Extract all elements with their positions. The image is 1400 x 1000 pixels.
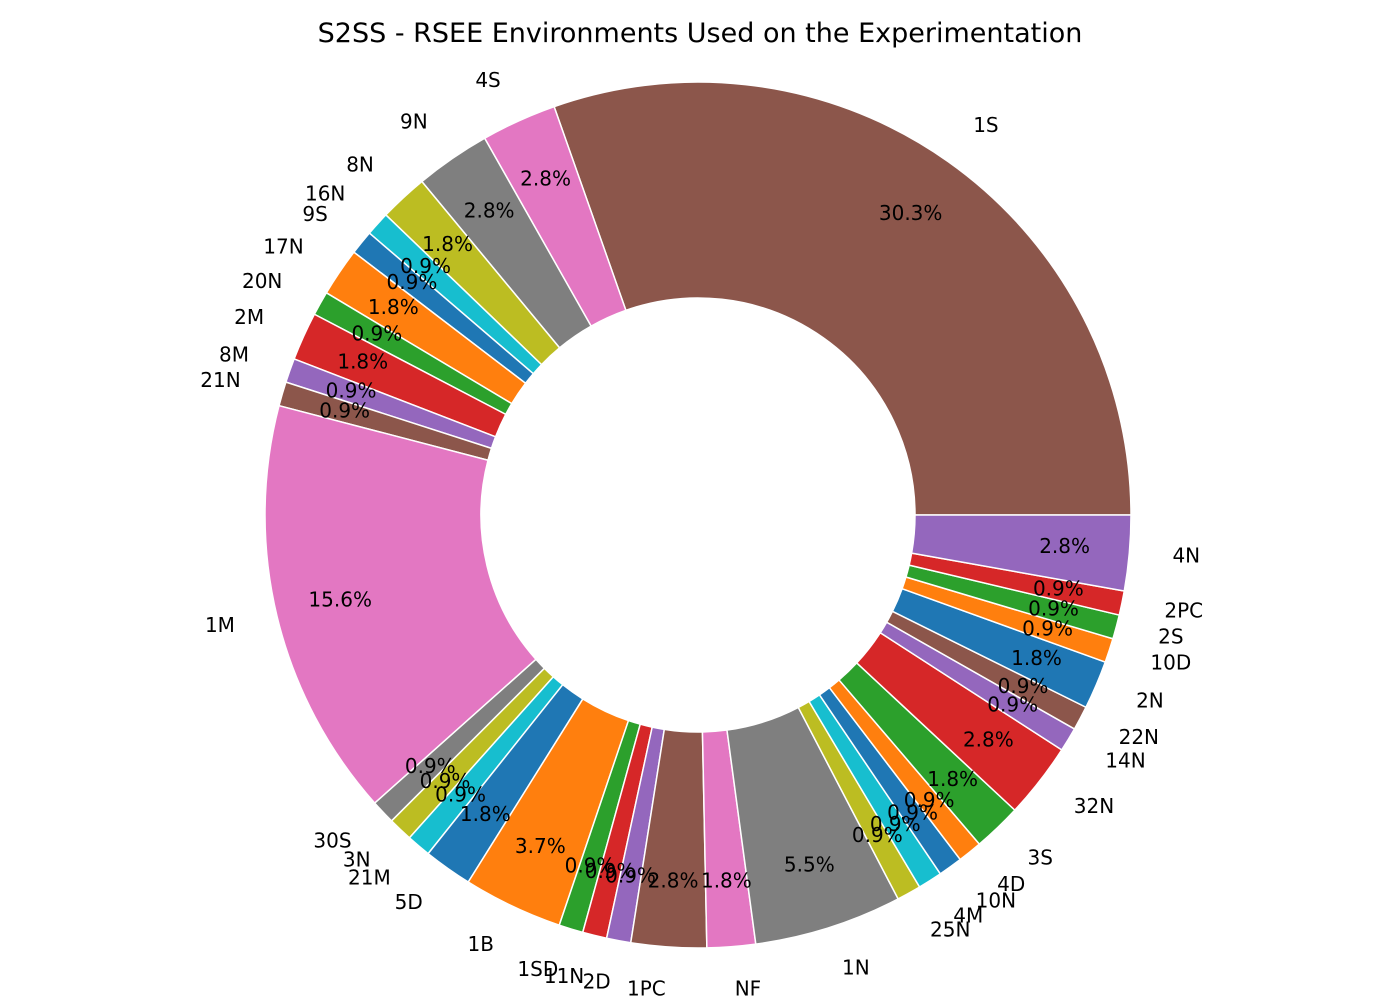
slice-percent-8m: 0.9% <box>326 379 377 403</box>
slice-label-10n: 10N <box>976 889 1016 913</box>
slice-label-1b: 1B <box>467 932 493 956</box>
slice-label-1sd: 1SD <box>517 957 558 981</box>
slice-percent-4n: 2.8% <box>1039 534 1090 558</box>
slice-percent-5d: 1.8% <box>460 802 511 826</box>
slice-percent-4d: 0.9% <box>904 788 955 812</box>
slice-label-2pc: 2PC <box>1164 598 1203 622</box>
slice-label-3s: 3S <box>1028 845 1053 869</box>
slice-percent-16n: 0.9% <box>400 254 451 278</box>
slice-label-14n: 14N <box>1105 748 1145 772</box>
slice-percent-1m: 15.6% <box>308 588 372 612</box>
slice-percent-8n: 1.8% <box>422 232 473 256</box>
slice-label-32n: 32N <box>1074 794 1114 818</box>
slice-percent-9n: 2.8% <box>464 198 515 222</box>
slice-label-10d: 10D <box>1150 651 1191 675</box>
slice-label-1pc: 1PC <box>627 977 666 1000</box>
slice-4n <box>910 514 1132 592</box>
slice-label-nf: NF <box>735 976 761 1000</box>
slice-percent-nf: 1.8% <box>701 868 752 892</box>
slice-label-17n: 17N <box>263 234 303 258</box>
slice-label-1m: 1M <box>205 613 235 637</box>
slice-1s <box>553 81 1132 516</box>
slice-percent-1b: 3.7% <box>515 834 566 858</box>
slice-label-11n: 11N <box>544 964 584 988</box>
slice-label-4d: 4D <box>997 872 1025 896</box>
slice-percent-10d: 0.9% <box>1022 617 1073 641</box>
slice-percent-2m: 1.8% <box>337 350 388 374</box>
slice-label-5d: 5D <box>395 890 423 914</box>
slice-percent-1n: 5.5% <box>784 852 835 876</box>
slice-percent-4s: 2.8% <box>520 166 571 190</box>
slice-label-25n: 25N <box>930 917 970 941</box>
donut-labels: 1S 30.3% 4S 2.8% 9N 2.8% 8N 1.8% 16N 0.9% 9S 0.9% 17… <box>200 68 1203 1000</box>
slice-label-3n: 3N <box>343 847 371 871</box>
slice-label-8m: 8M <box>219 343 249 367</box>
donut-wedges <box>264 81 1132 949</box>
chart-title: S2SS - RSEE Environments Used on the Exp… <box>317 18 1083 49</box>
slice-percent-2pc: 0.9% <box>1033 576 1084 600</box>
slice-label-21m: 21M <box>348 865 391 889</box>
slice-percent-3n: 0.9% <box>420 769 471 793</box>
slice-percent-32n: 2.8% <box>963 728 1014 752</box>
slice-percent-30s: 0.9% <box>405 754 456 778</box>
slice-label-1s: 1S <box>973 113 998 137</box>
slice-label-2n: 2N <box>1136 688 1164 712</box>
slice-label-30s: 30S <box>313 828 351 852</box>
slice-label-9n: 9N <box>400 109 428 133</box>
slice-label-21n: 21N <box>200 368 240 392</box>
slice-percent-2n: 1.8% <box>1011 646 1062 670</box>
slice-label-16n: 16N <box>305 181 345 205</box>
slice-label-2m: 2M <box>234 305 264 329</box>
slice-percent-3s: 1.8% <box>927 767 978 791</box>
slice-percent-2s: 0.9% <box>1028 597 1079 621</box>
slice-percent-9s: 0.9% <box>387 270 438 294</box>
slice-percent-11n: 0.9% <box>585 859 636 883</box>
slice-label-20n: 20N <box>242 269 282 293</box>
slice-label-2d: 2D <box>583 970 611 994</box>
slice-label-4n: 4N <box>1172 543 1200 567</box>
slice-percent-21n: 0.9% <box>319 399 370 423</box>
slice-percent-4m: 0.9% <box>870 812 921 836</box>
slice-percent-2d: 0.9% <box>605 863 656 887</box>
slice-percent-20n: 0.9% <box>351 322 402 346</box>
slice-label-22n: 22N <box>1119 725 1159 749</box>
slice-percent-1sd: 0.9% <box>565 853 616 877</box>
slice-percent-17n: 1.8% <box>368 295 419 319</box>
slice-1m <box>264 404 537 804</box>
slice-percent-14n: 0.9% <box>987 692 1038 716</box>
slice-percent-25n: 0.9% <box>852 823 903 847</box>
slice-percent-10n: 0.9% <box>887 801 938 825</box>
slice-percent-1pc: 2.8% <box>648 869 699 893</box>
slice-label-9s: 9S <box>302 202 327 226</box>
slice-percent-1s: 30.3% <box>879 201 943 225</box>
slice-percent-22n: 0.9% <box>998 674 1049 698</box>
slice-label-8n: 8N <box>346 152 374 176</box>
slice-label-2s: 2S <box>1158 625 1183 649</box>
slice-label-1n: 1N <box>842 955 870 979</box>
slice-label-4m: 4M <box>953 904 983 928</box>
slice-percent-21m: 0.9% <box>435 783 486 807</box>
slice-label-4s: 4S <box>475 68 500 92</box>
